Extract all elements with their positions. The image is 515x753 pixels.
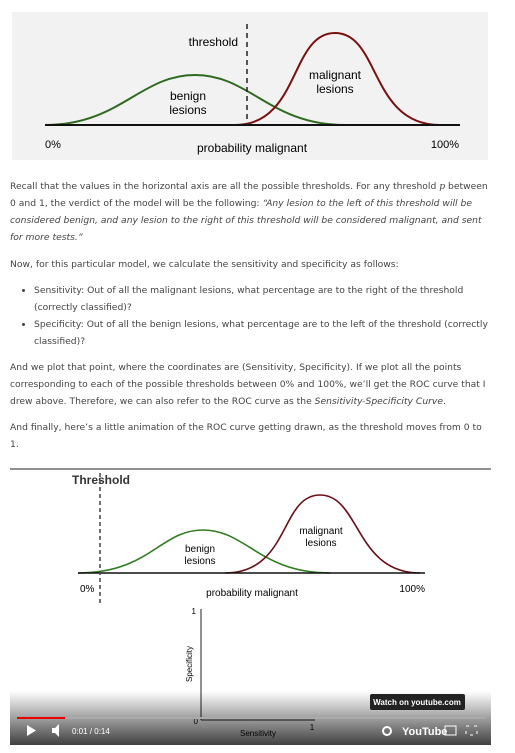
benign-label: benign: [170, 89, 206, 103]
benign-label: lesions: [184, 556, 215, 567]
cast-button[interactable]: [444, 725, 457, 736]
youtube-logo[interactable]: YouTube: [402, 726, 447, 738]
figure-bg: [12, 12, 488, 160]
malignant-curve: [224, 494, 421, 574]
watch-label: Watch on youtube.com: [373, 698, 461, 707]
benign-label: lesions: [169, 103, 206, 117]
axis-left: 0%: [80, 584, 95, 595]
axis-left: 0%: [45, 139, 61, 151]
axis-title: probability malignant: [206, 588, 298, 599]
list: Sensitivity: Out of all the malignant le…: [10, 282, 500, 350]
malignant-label: lesions: [316, 82, 353, 96]
list-item: Sensitivity: Out of all the malignant le…: [34, 282, 500, 316]
benign-label: benign: [185, 544, 215, 555]
threshold-label: Threshold: [72, 473, 130, 487]
progress-played: [17, 717, 65, 719]
roc-y-top: 1: [192, 607, 197, 616]
axis-right: 100%: [431, 139, 459, 151]
text: .: [443, 396, 446, 407]
list-item: Specificity: Out of all the benign lesio…: [34, 316, 500, 350]
malignant-label: lesions: [305, 538, 336, 549]
benign-curve: [77, 529, 331, 574]
roc-y-label: Specificity: [185, 646, 194, 682]
quote: “Any lesion to the left of this threshol…: [10, 198, 482, 243]
paragraph: Now, for this particular model, we calcu…: [10, 259, 399, 270]
progress-track: [17, 717, 485, 719]
figure: threshold benign lesions malignant lesio…: [12, 12, 488, 160]
malignant-label: malignant: [309, 68, 362, 82]
settings-button[interactable]: [382, 726, 392, 736]
text: And we plot that point, where the coordi…: [10, 362, 486, 407]
axis-right: 100%: [399, 584, 425, 595]
time: 0:01 / 0:14: [72, 727, 110, 736]
paragraph: And we plot that point, where the coordi…: [10, 359, 492, 410]
video[interactable]: Threshold benign lesions malignant lesio…: [0, 466, 515, 748]
text: Recall that the values in the horizontal…: [10, 181, 440, 192]
malignant-curve: [234, 31, 441, 126]
text: between 0 and 1, the verdict of the mode…: [10, 181, 488, 209]
volume-button[interactable]: [52, 724, 59, 737]
math: p: [439, 181, 446, 192]
emphasis: Sensitivity-Specificity Curve: [314, 396, 444, 407]
paragraph: And finally, here’s a little animation o…: [10, 422, 482, 450]
paragraph: Recall that the values in the horizontal…: [10, 178, 492, 246]
malignant-label: malignant: [299, 526, 343, 537]
axis-title: probability malignant: [197, 141, 308, 155]
play-button[interactable]: [27, 725, 36, 736]
benign-curve: [44, 73, 346, 126]
threshold-label: threshold: [189, 35, 238, 49]
watch-button[interactable]: [370, 694, 465, 710]
fullscreen-button[interactable]: [465, 725, 478, 736]
